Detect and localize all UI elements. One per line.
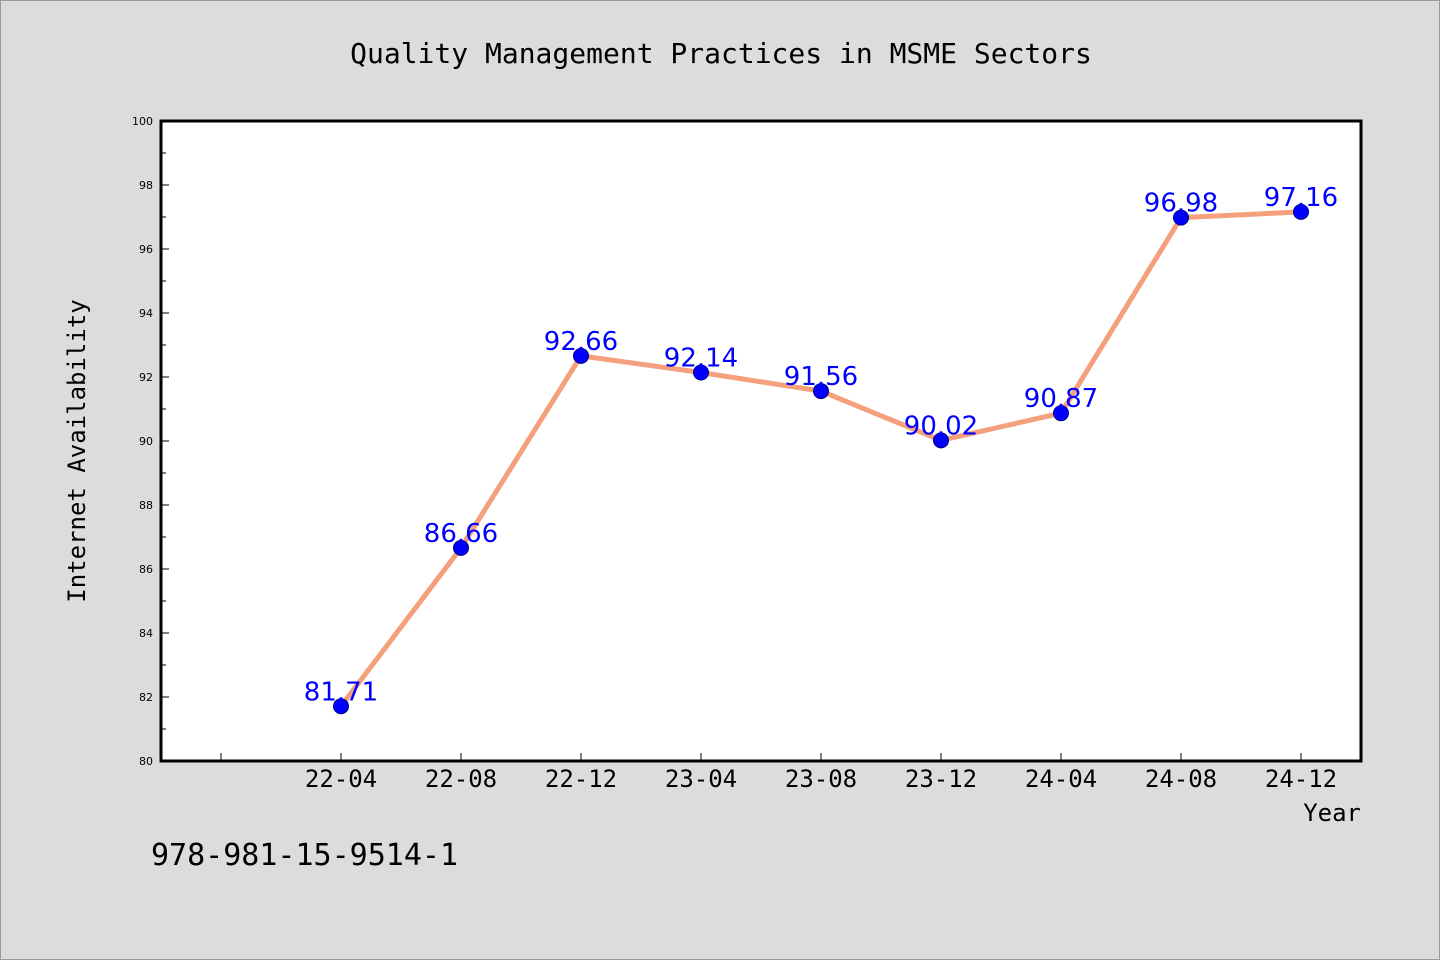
x-tick-label: 22-04 bbox=[305, 765, 377, 793]
data-point bbox=[813, 383, 829, 400]
y-axis-label: Internet Availability bbox=[63, 299, 91, 602]
data-label: 81.71 bbox=[304, 677, 378, 707]
x-tick-label: 24-12 bbox=[1265, 765, 1337, 793]
data-point bbox=[1053, 405, 1069, 422]
y-tick-label: 84 bbox=[139, 627, 153, 640]
x-tick-label: 23-12 bbox=[905, 765, 977, 793]
data-label: 90.02 bbox=[904, 411, 978, 441]
x-tick-label: 23-08 bbox=[785, 765, 857, 793]
y-tick-label: 96 bbox=[139, 243, 153, 256]
y-axis: 80 82 84 86 88 90 92 94 96 98 100 bbox=[132, 115, 169, 768]
data-point bbox=[1173, 209, 1189, 226]
data-point bbox=[333, 698, 349, 715]
y-tick-label: 100 bbox=[132, 115, 153, 128]
y-tick-label: 88 bbox=[139, 499, 153, 512]
data-point bbox=[933, 432, 949, 449]
x-tick-label: 24-04 bbox=[1025, 765, 1097, 793]
isbn-footer: 978-981-15-9514-1 bbox=[151, 838, 458, 873]
y-tick-label: 92 bbox=[139, 371, 153, 384]
y-tick-label: 80 bbox=[139, 755, 153, 768]
data-point bbox=[693, 364, 709, 381]
data-label: 97.16 bbox=[1264, 183, 1338, 213]
y-tick-label: 82 bbox=[139, 691, 153, 704]
x-tick-label: 22-08 bbox=[425, 765, 497, 793]
x-tick-label: 24-08 bbox=[1145, 765, 1217, 793]
data-label: 92.14 bbox=[664, 344, 738, 374]
y-tick-label: 86 bbox=[139, 563, 153, 576]
data-point bbox=[1293, 203, 1309, 220]
data-label: 90.87 bbox=[1024, 384, 1098, 414]
x-axis-label: Year bbox=[1303, 799, 1361, 827]
x-axis: 22-04 22-08 22-12 23-04 23-08 23-12 24-04 24-08… bbox=[220, 753, 1337, 793]
data-label: 86.66 bbox=[424, 519, 498, 549]
series-layer: 81.71 86.66 92.66 92.14 91.56 90.02 90.87 96.98… bbox=[304, 183, 1338, 715]
x-tick-label: 22-12 bbox=[545, 765, 617, 793]
data-point bbox=[573, 347, 589, 364]
x-tick-label: 23-04 bbox=[665, 765, 737, 793]
y-tick-label: 94 bbox=[139, 307, 153, 320]
data-label: 92.66 bbox=[544, 327, 618, 357]
chart-title: Quality Management Practices in MSME Sec… bbox=[350, 37, 1092, 70]
y-tick-label: 98 bbox=[139, 179, 153, 192]
y-tick-label: 90 bbox=[139, 435, 153, 448]
data-label: 96.98 bbox=[1144, 189, 1218, 219]
data-label: 91.56 bbox=[784, 362, 858, 392]
data-point bbox=[453, 539, 469, 556]
plot-area bbox=[159, 119, 1363, 763]
